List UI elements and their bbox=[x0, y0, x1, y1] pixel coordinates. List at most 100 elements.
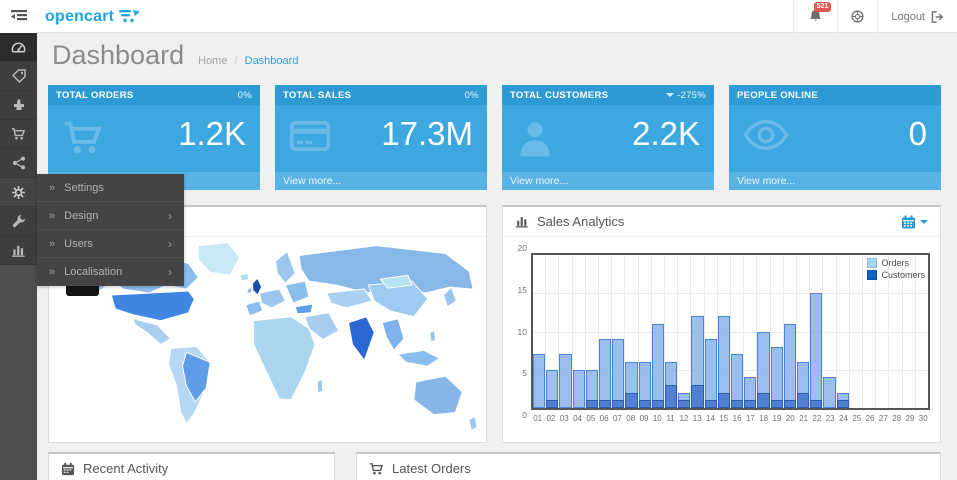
sales-analytics-panel: Sales Analytics 20 15 10 5 0 Orders Customer bbox=[502, 205, 941, 443]
breadcrumb-current-link[interactable]: Dashboard bbox=[244, 55, 299, 67]
view-more-link[interactable]: View more... bbox=[729, 172, 941, 190]
tile-title: PEOPLE ONLINE bbox=[737, 89, 818, 101]
chart-day-slot bbox=[546, 255, 560, 408]
menu-item-localisation[interactable]: » Localisation › bbox=[37, 258, 184, 286]
chart-day-slot bbox=[599, 255, 613, 408]
x-tick-label: 08 bbox=[626, 414, 636, 423]
share-icon bbox=[12, 156, 25, 170]
sidebar-item-reports[interactable] bbox=[0, 236, 37, 265]
x-tick-label: 13 bbox=[692, 414, 702, 423]
x-tick-label: 27 bbox=[878, 414, 888, 423]
tile-total-sales: TOTAL SALES 0% 17.3M View more... bbox=[275, 85, 487, 190]
breadcrumb: Home / Dashboard bbox=[198, 55, 298, 67]
sidebar-item-extensions[interactable] bbox=[0, 91, 37, 120]
legend-label: Orders bbox=[881, 258, 909, 268]
chart-day-slot bbox=[903, 255, 916, 408]
tile-total-customers: TOTAL CUSTOMERS -275% 2.2K View more... bbox=[502, 85, 714, 190]
submenu-arrow-icon: › bbox=[168, 208, 172, 223]
x-tick-label: 04 bbox=[573, 414, 582, 423]
customers-bar bbox=[638, 400, 651, 408]
chart-day-slot bbox=[850, 255, 864, 408]
x-tick-label: 03 bbox=[559, 414, 569, 423]
legend-swatch bbox=[867, 270, 878, 280]
customers-bar bbox=[810, 400, 823, 408]
help-button[interactable] bbox=[837, 0, 877, 33]
sidebar-item-marketing[interactable] bbox=[0, 149, 37, 178]
user-icon bbox=[516, 119, 554, 159]
latest-orders-header: Latest Orders bbox=[357, 454, 940, 480]
sidebar-item-dashboard[interactable] bbox=[0, 33, 37, 62]
customers-bar bbox=[836, 400, 849, 408]
tile-value: 1.2K bbox=[178, 115, 246, 152]
dashboard-icon bbox=[11, 42, 26, 53]
tile-body: 2.2K bbox=[502, 105, 714, 172]
menu-item-settings[interactable]: » Settings bbox=[37, 174, 184, 202]
sidebar-item-catalog[interactable] bbox=[0, 62, 37, 91]
credit-card-icon bbox=[289, 119, 331, 153]
chart-day-slot bbox=[757, 255, 771, 408]
chart-day-slot bbox=[876, 255, 890, 408]
view-more-link[interactable]: View more... bbox=[275, 172, 487, 190]
customers-bar bbox=[546, 400, 559, 408]
chart-day-slot bbox=[572, 255, 586, 408]
chart-day-slot bbox=[823, 255, 837, 408]
sidebar-nav bbox=[0, 33, 37, 480]
x-tick-label: 05 bbox=[586, 414, 596, 423]
tile-percent-badge: 0% bbox=[464, 89, 479, 101]
chart-day-slot bbox=[810, 255, 824, 408]
wrench-icon bbox=[12, 215, 25, 228]
puzzle-icon bbox=[13, 99, 24, 110]
customers-bar bbox=[585, 400, 599, 408]
customers-bar bbox=[717, 392, 731, 408]
legend-entry: Orders bbox=[867, 258, 925, 268]
chart-day-slot bbox=[889, 255, 903, 408]
x-tick-label: 24 bbox=[839, 414, 848, 423]
menu-item-label: Localisation bbox=[64, 265, 123, 278]
chart-day-slot bbox=[638, 255, 652, 408]
menu-item-design[interactable]: » Design › bbox=[37, 202, 184, 230]
sidebar-item-sales[interactable] bbox=[0, 120, 37, 149]
menu-item-label: Settings bbox=[64, 181, 104, 194]
chart-y-axis: 20 15 10 5 0 bbox=[507, 243, 527, 420]
chart-legend: Orders Customers bbox=[867, 258, 925, 282]
y-tick-label: 5 bbox=[522, 368, 527, 379]
breadcrumb-home-link[interactable]: Home bbox=[198, 55, 228, 67]
menu-item-users[interactable]: » Users › bbox=[37, 230, 184, 258]
calendar-icon bbox=[61, 462, 75, 475]
logo-cart-icon bbox=[119, 10, 141, 23]
x-tick-label: 25 bbox=[852, 414, 862, 423]
menu-toggle-button[interactable] bbox=[0, 0, 37, 33]
map-zoom-button[interactable] bbox=[66, 286, 99, 296]
customers-bar bbox=[665, 385, 678, 408]
y-tick-label: 10 bbox=[517, 326, 527, 337]
x-tick-label: 01 bbox=[533, 414, 543, 423]
orders-bar bbox=[783, 323, 797, 408]
tile-percent-value: -275% bbox=[677, 89, 706, 101]
sidebar-item-tools[interactable] bbox=[0, 207, 37, 236]
notifications-button[interactable]: 521 bbox=[793, 0, 837, 33]
cart-icon bbox=[11, 128, 26, 140]
x-tick-label: 16 bbox=[732, 414, 742, 423]
page-title: Dashboard bbox=[52, 40, 185, 70]
notification-count-badge: 521 bbox=[813, 2, 832, 13]
opencart-logo[interactable]: opencart bbox=[45, 0, 141, 33]
view-more-link[interactable]: View more... bbox=[502, 172, 714, 190]
gear-icon bbox=[12, 185, 25, 199]
x-tick-label: 12 bbox=[679, 414, 689, 423]
date-range-dropdown[interactable] bbox=[901, 215, 928, 229]
bar-chart-icon bbox=[515, 217, 528, 228]
x-tick-label: 10 bbox=[652, 414, 662, 423]
y-tick-label: 15 bbox=[517, 284, 527, 295]
legend-swatch bbox=[867, 258, 878, 268]
chart-day-slot bbox=[678, 255, 692, 408]
tile-header: PEOPLE ONLINE bbox=[729, 85, 941, 105]
x-tick-label: 26 bbox=[865, 414, 875, 423]
sidebar-item-system[interactable] bbox=[0, 178, 37, 207]
orders-bar bbox=[533, 354, 546, 408]
orders-bar bbox=[651, 323, 665, 408]
logout-button[interactable]: Logout bbox=[877, 0, 957, 33]
tile-percent-badge: 0% bbox=[237, 89, 252, 101]
y-tick-label: 0 bbox=[522, 410, 527, 420]
orders-bar bbox=[572, 369, 585, 408]
